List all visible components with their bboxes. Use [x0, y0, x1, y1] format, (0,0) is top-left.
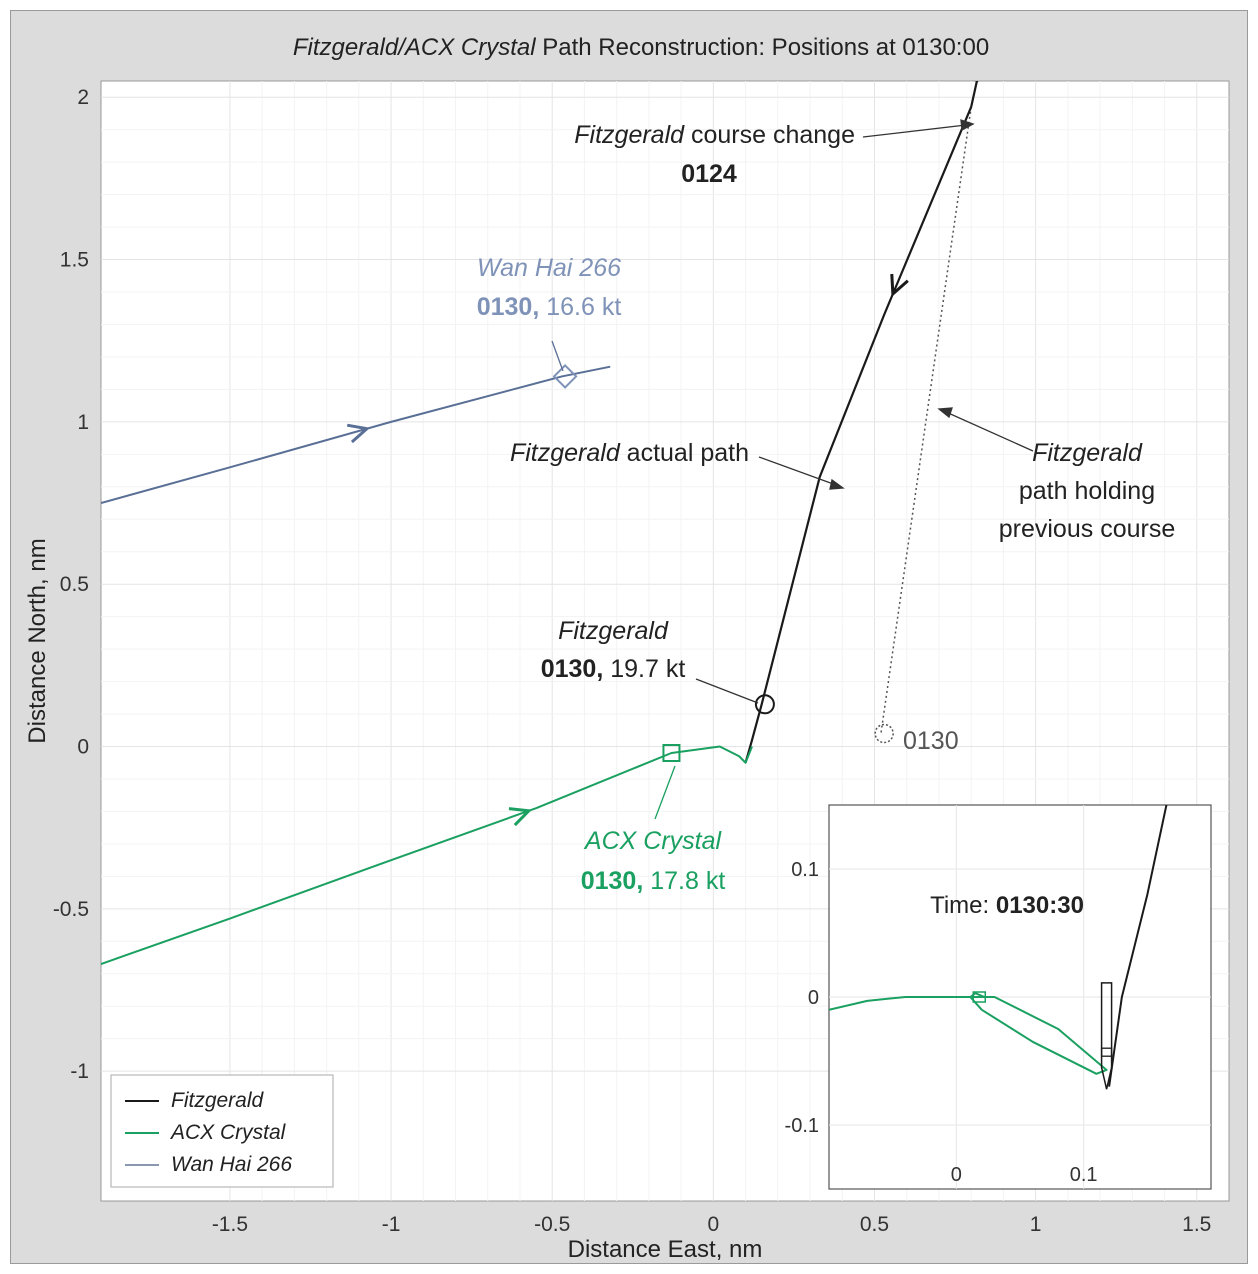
inset-series-fitzgerald [1108, 805, 1168, 1087]
actual-path-label: Fitzgerald actual path [510, 439, 749, 467]
path-reconstruction-chart: Fitzgerald/ACX Crystal Path Reconstructi… [24, 34, 1230, 1263]
y-tick-label: 0.5 [60, 573, 89, 596]
inset-axis-ticks: 0 0.1 -0.1 0 0.1 [785, 859, 1098, 1186]
leader-wan-hai [551, 340, 564, 372]
inset-y-tick-label: 0.1 [791, 859, 819, 881]
chart-title: Fitzgerald/ACX Crystal Path Reconstructi… [293, 34, 989, 61]
direction-arrow-acx-crystal [508, 807, 533, 827]
inset-series-layer [829, 805, 1168, 1090]
inset-x-tick-label: 0.1 [1070, 1164, 1098, 1186]
leader-previous-course [945, 411, 1034, 452]
inset-grid-lines [829, 805, 1211, 1189]
y-axis-label: Distance North, nm [24, 538, 51, 743]
leader-previous-course-arrowhead [937, 407, 953, 419]
x-tick-label: 1 [1030, 1213, 1042, 1236]
leader-actual-path-arrowhead [829, 478, 845, 490]
previous-course-label-line2: path holding [1019, 477, 1155, 505]
inset-marker-fitzgerald [1100, 1047, 1113, 1057]
leader-course-change-arrowhead [960, 119, 975, 132]
course-change-time: 0124 [681, 160, 737, 188]
inset-time-label: Time: 0130:30 [930, 892, 1084, 919]
series-fitzgerald-previous-course [880, 106, 972, 734]
fitzgerald-time-speed-label: 0130, 19.7 kt [541, 655, 686, 683]
acx-crystal-name-label: ACX Crystal [583, 827, 723, 855]
wan-hai-name-label: Wan Hai 266 [477, 254, 621, 282]
y-tick-label: -1 [70, 1060, 89, 1083]
x-tick-label: 0.5 [860, 1213, 889, 1236]
y-tick-label: 2 [77, 86, 89, 109]
marker-wan-hai-266 [552, 364, 578, 389]
inset-y-tick-label: 0 [808, 987, 819, 1009]
legend-box [110, 1074, 334, 1188]
y-tick-label: 0 [77, 736, 89, 759]
leader-acx-crystal [654, 765, 676, 820]
inset-plot: 0 0.1 -0.1 0 0.1 Time: 0130:30 [785, 804, 1212, 1190]
y-tick-label: 1 [77, 411, 89, 434]
annotation-leaders [551, 119, 1034, 820]
x-tick-label: -1.5 [212, 1213, 248, 1236]
leader-actual-path [758, 456, 837, 486]
inset-y-tick-label: -0.1 [785, 1115, 819, 1137]
marker-fitzgerald-previous-course [874, 723, 894, 744]
series-wan-hai-266 [101, 365, 611, 504]
direction-arrow-fitzgerald [890, 273, 909, 298]
fitzgerald-name-label: Fitzgerald [558, 617, 669, 645]
marker-layer [552, 364, 894, 762]
legend-label-acx-crystal: ACX Crystal [169, 1121, 287, 1144]
direction-arrow-wan-hai [346, 423, 371, 444]
x-axis-label: Distance East, nm [568, 1236, 763, 1263]
y-tick-label: 1.5 [60, 249, 89, 272]
acx-crystal-time-speed-label: 0130, 17.8 kt [581, 867, 726, 895]
x-tick-label: 0 [707, 1213, 719, 1236]
course-change-label: Fitzgerald course change [574, 121, 855, 149]
x-axis-ticks: -1.5 -1 -0.5 0 0.5 1 1.5 [212, 1213, 1212, 1236]
y-tick-label: -0.5 [53, 898, 89, 921]
previous-course-label-line1: Fitzgerald [1032, 439, 1143, 467]
figure-frame: Fitzgerald/ACX Crystal Path Reconstructi… [10, 10, 1248, 1264]
series-fitzgerald-prior-leg [970, 81, 979, 108]
legend-label-fitzgerald: Fitzgerald [171, 1089, 265, 1112]
y-axis-ticks: -1 -0.5 0 0.5 1 1.5 2 [53, 86, 89, 1083]
series-layer [101, 81, 979, 965]
x-tick-label: -1 [382, 1213, 401, 1236]
inset-x-tick-label: 0 [951, 1164, 962, 1186]
previous-course-label-line3: previous course [999, 515, 1175, 543]
leader-fitzgerald [695, 678, 759, 704]
previous-course-position-label: 0130 [903, 727, 959, 755]
x-tick-label: -0.5 [534, 1213, 570, 1236]
direction-arrow-fitzgerald-top [975, 81, 979, 85]
legend: Fitzgerald ACX Crystal Wan Hai 266 [110, 1074, 334, 1188]
series-acx-crystal [101, 745, 753, 965]
marker-acx-crystal [662, 744, 681, 762]
wan-hai-time-speed-label: 0130, 16.6 kt [477, 293, 622, 321]
series-fitzgerald [744, 106, 973, 764]
leader-course-change [862, 124, 967, 138]
grid-lines [101, 81, 1229, 1201]
inset-marker-acx-crystal [972, 991, 987, 1003]
inset-series-acx-crystal [829, 992, 1108, 1075]
marker-fitzgerald [754, 694, 775, 715]
legend-label-wan-hai: Wan Hai 266 [171, 1153, 292, 1176]
x-tick-label: 1.5 [1182, 1213, 1211, 1236]
